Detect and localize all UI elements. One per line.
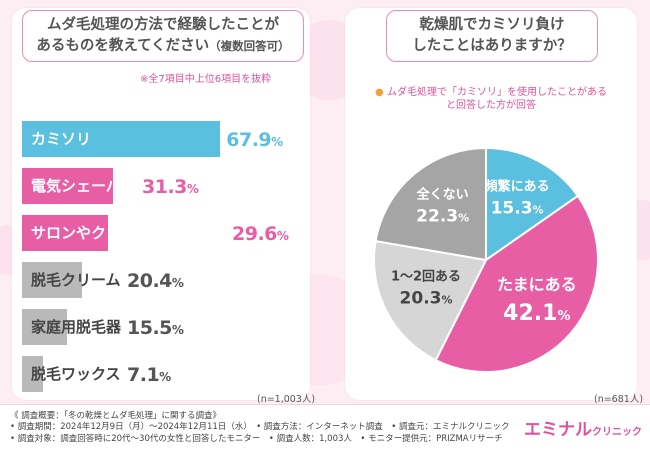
brand-logo: エミナルクリニック	[524, 420, 642, 440]
bar-label: 脱毛ワックス	[31, 365, 121, 383]
bar-chart-title: ムダ毛処理の方法で経験したことが あるものを教えてください（複数回答可）	[22, 10, 304, 62]
bar-row: 家庭用脱毛器 15.5%	[22, 309, 312, 345]
pie-slice-label: たまにある	[497, 275, 577, 294]
bar-row: 脱毛ワックス 7.1%	[22, 356, 312, 392]
bar-label: 脱毛クリーム	[31, 271, 121, 289]
pie-chart-note-line1: ムダ毛処理で「カミソリ」を使用したことがある	[386, 87, 607, 98]
pie-slice-label: 全くない	[416, 187, 469, 203]
bar-value-label: 67.9%	[226, 129, 283, 151]
pie-slice	[485, 146, 580, 262]
bar-row: カミソリ 67.9%	[22, 121, 312, 157]
pie-slice-label: 1～2回ある	[391, 269, 461, 284]
pie-chart: 頻繁にある 15.3% たまにある 42.1% 1～2回ある 20.3% 全くない 22.3%	[373, 146, 599, 373]
bar	[22, 168, 114, 204]
bar-value-label: 7.1%	[127, 364, 171, 386]
bar	[22, 356, 43, 392]
bar-chart-title-paren: （複数回答可）	[209, 39, 290, 53]
survey-footer: 《 調査概要：「冬の乾燥とムダ毛処理」に関する調査》 • 調査期間：2024年1…	[0, 404, 650, 450]
footer-survey-target: • 調査対象：調査回答時に20代～30代の女性と回答したモニター • 調査人数：…	[10, 434, 503, 444]
pie-chart-title: 乾燥肌でカミソリ負け したことはありますか？	[386, 10, 598, 62]
pie-value-label: 42.1%	[503, 301, 570, 326]
bar	[22, 121, 221, 157]
pie-value-label: 20.3%	[400, 288, 453, 308]
bar-value-label: 20.4%	[127, 270, 184, 292]
footer-survey-title: 《 調査概要：「冬の乾燥とムダ毛処理」に関する調査》	[10, 411, 221, 421]
footer-survey-period: • 調査期間：2024年12月9日（月）～2024年12月11日（水） • 調査…	[10, 422, 510, 432]
pie-slice	[434, 194, 599, 373]
bar	[22, 262, 82, 298]
bar-value-label: 31.3%	[142, 176, 199, 198]
pie-chart-sample-size: (n=681人)	[594, 394, 644, 405]
pie-chart-title-line1: 乾燥肌でカミソリ負け	[419, 17, 565, 33]
pie-slice	[374, 146, 487, 262]
pie-slice	[373, 239, 488, 362]
pie-value-label: 22.3%	[416, 207, 469, 227]
bar-label: 電気シェーバー	[31, 177, 136, 195]
bar-value-label: 29.6%	[232, 223, 289, 245]
pie-chart-title-line2: したことはありますか？	[412, 38, 572, 54]
bar	[22, 309, 68, 345]
pie-chart-note: ● ムダ毛処理で「カミソリ」を使用したことがある と回答した方が回答	[355, 86, 627, 112]
pie-slice-label: 頻繁にある	[485, 178, 550, 194]
bar-value-label: 15.5%	[127, 317, 184, 339]
bar-row: サロンやクリニックでの脱毛 29.6%	[22, 215, 312, 251]
bar-chart-title-line2: あるものを教えてください	[36, 38, 210, 54]
bar-chart-title-line1: ムダ毛処理の方法で経験したことが	[47, 17, 279, 33]
bar-row: 脱毛クリーム 20.4%	[22, 262, 312, 298]
bar-label: サロンやクリニックでの脱毛	[31, 224, 227, 242]
pie-chart-note-line2: と回答した方が回答	[446, 100, 536, 111]
bar-row: 電気シェーバー 31.3%	[22, 168, 312, 204]
bar-label: 家庭用脱毛器	[31, 318, 122, 336]
bar-chart-sample-size: (n=1,003人)	[257, 394, 316, 405]
pie-value-label: 15.3%	[491, 198, 544, 218]
bar-label: カミソリ	[31, 130, 92, 148]
note-bullet-icon: ●	[375, 87, 384, 98]
bar-chart-note: ※全7項目中上位6項目を抜粋	[140, 74, 272, 85]
bar	[22, 215, 109, 251]
